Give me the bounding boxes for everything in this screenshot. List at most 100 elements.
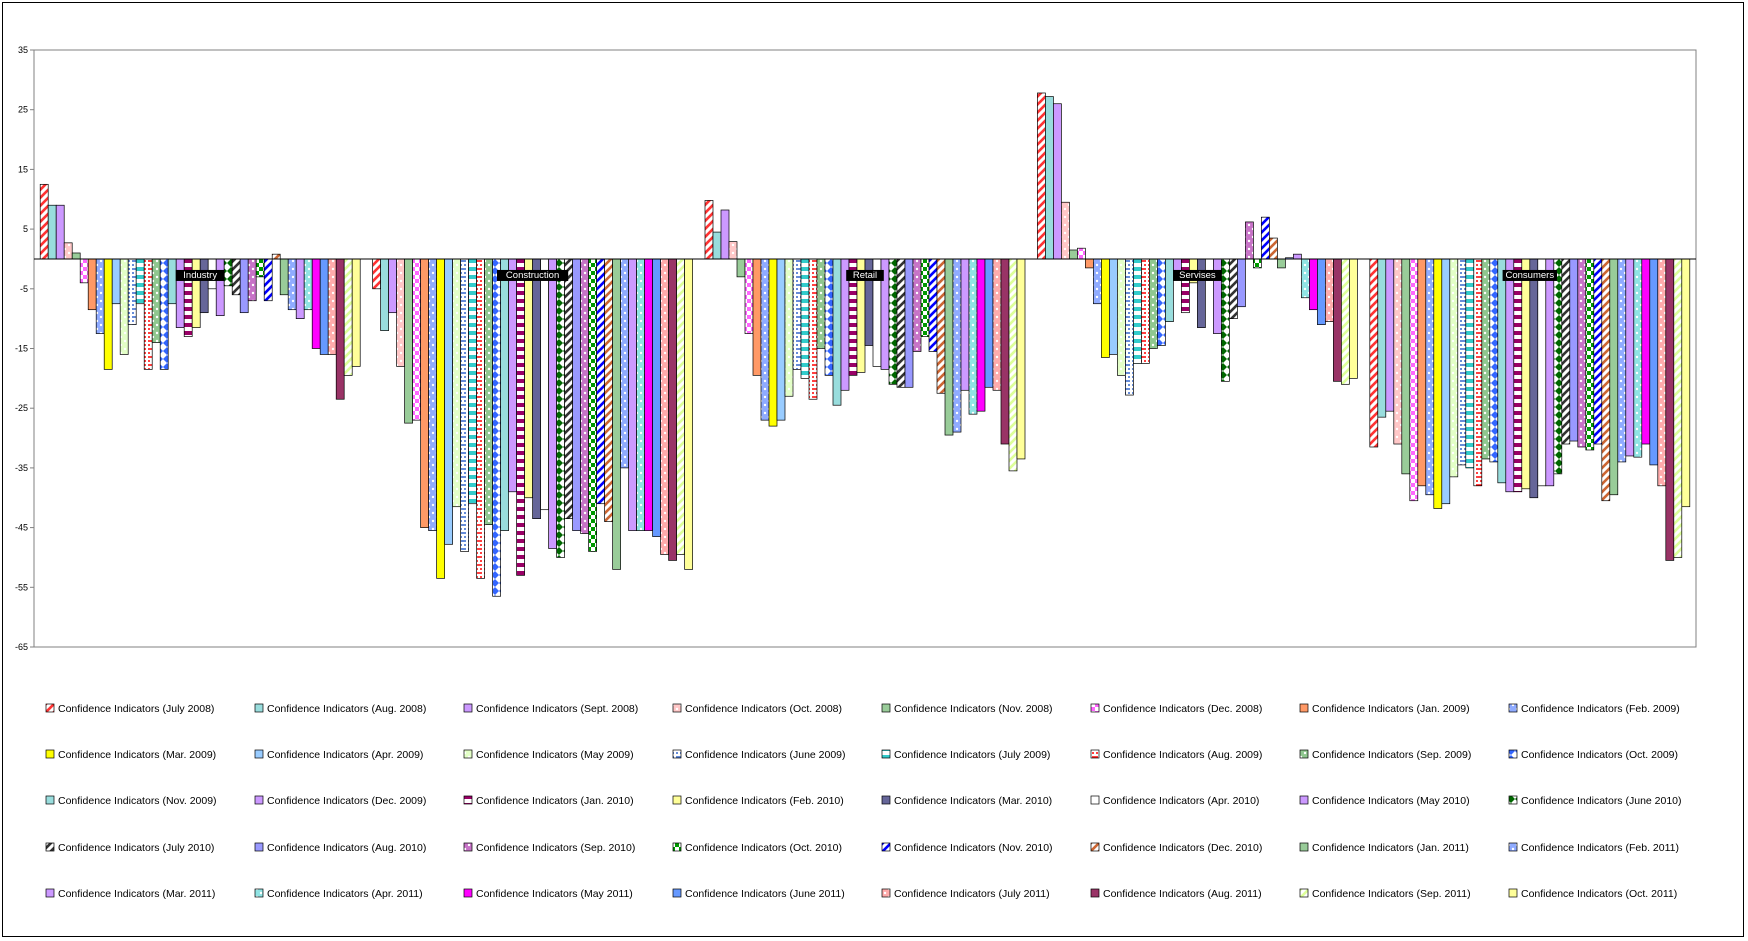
category-label: Industry xyxy=(175,269,225,281)
bar xyxy=(351,258,361,367)
legend-label: Confidence Indicators (July 2010) xyxy=(58,842,214,854)
bar xyxy=(215,258,225,317)
bar xyxy=(63,242,73,260)
legend-label: Confidence Indicators (July 2009) xyxy=(894,749,1050,761)
bar xyxy=(1593,258,1603,445)
bar xyxy=(572,258,581,531)
legend-item: Confidence Indicators (May 2010) xyxy=(1299,795,1470,807)
bar xyxy=(1008,258,1018,472)
legend-swatch xyxy=(1090,703,1100,713)
bar xyxy=(1061,201,1070,260)
bar xyxy=(1473,258,1483,487)
legend-swatch xyxy=(463,703,473,713)
bar xyxy=(548,258,557,549)
bar xyxy=(652,258,661,537)
bar xyxy=(119,258,129,355)
bar xyxy=(151,258,161,343)
bar xyxy=(1433,258,1443,509)
legend-swatch xyxy=(672,703,682,713)
legend-label: Confidence Indicators (Nov. 2010) xyxy=(894,842,1053,854)
legend-item: Confidence Indicators (Oct. 2010) xyxy=(672,842,842,854)
bar xyxy=(1037,92,1046,260)
legend: Confidence Indicators (July 2008) Confide… xyxy=(45,703,1682,900)
bar xyxy=(720,209,730,260)
legend-swatch xyxy=(1090,842,1100,852)
bar xyxy=(95,258,105,334)
bar xyxy=(263,258,273,302)
legend-label: Confidence Indicators (Sep. 2011) xyxy=(1312,888,1471,900)
legend-item: Confidence Indicators (Mar. 2009) xyxy=(45,749,216,761)
legend-swatch xyxy=(1508,888,1518,898)
legend-label: Confidence Indicators (June 2009) xyxy=(685,749,846,761)
y-tick-label: 15 xyxy=(18,164,28,174)
legend-label: Confidence Indicators (June 2010) xyxy=(1521,795,1682,807)
bar xyxy=(1053,103,1062,260)
bar xyxy=(271,253,281,260)
category-label: Construction xyxy=(497,269,569,281)
bar xyxy=(644,258,653,531)
bar xyxy=(87,258,97,311)
bar xyxy=(484,258,493,525)
legend-label: Confidence Indicators (Sep. 2010) xyxy=(476,842,635,854)
legend-swatch xyxy=(881,749,891,759)
bar xyxy=(231,258,241,296)
legend-label: Confidence Indicators (Dec. 2009) xyxy=(267,795,426,807)
bar xyxy=(768,258,778,427)
bar xyxy=(1269,237,1278,260)
bar xyxy=(752,258,762,376)
legend-swatch xyxy=(1508,703,1518,713)
bar xyxy=(1385,258,1395,412)
category-label: Retail xyxy=(846,269,884,281)
legend-swatch xyxy=(45,795,55,805)
legend-item: Confidence Indicators (Aug. 2008) xyxy=(254,703,426,715)
bar xyxy=(532,258,541,519)
category-label: Consumers xyxy=(1502,269,1557,281)
y-tick-label: -65 xyxy=(15,642,28,652)
legend-swatch xyxy=(45,703,55,713)
bar xyxy=(976,258,986,412)
bar xyxy=(1545,258,1555,487)
legend-item: Confidence Indicators (Aug. 2010) xyxy=(254,842,426,854)
legend-label: Confidence Indicators (Feb. 2010) xyxy=(685,795,844,807)
legend-item: Confidence Indicators (June 2010) xyxy=(1508,795,1682,807)
bar xyxy=(776,258,786,421)
legend-item: Confidence Indicators (Dec. 2008) xyxy=(1090,703,1262,715)
bar xyxy=(792,258,802,370)
legend-label: Confidence Indicators (Dec. 2008) xyxy=(1103,703,1262,715)
legend-item: Confidence Indicators (June 2009) xyxy=(672,749,846,761)
y-tick-label: -45 xyxy=(15,523,28,533)
legend-swatch xyxy=(463,842,473,852)
bar xyxy=(1261,216,1270,260)
bar xyxy=(1521,258,1531,490)
legend-item: Confidence Indicators (Nov. 2009) xyxy=(45,795,217,807)
bar xyxy=(1377,258,1387,418)
legend-item: Confidence Indicators (Jan. 2010) xyxy=(463,795,634,807)
bar xyxy=(984,258,994,388)
legend-item: Confidence Indicators (Sep. 2011) xyxy=(1299,888,1471,900)
bar xyxy=(612,258,621,570)
legend-item: Confidence Indicators (May 2009) xyxy=(463,749,634,761)
legend-swatch xyxy=(45,749,55,759)
legend-item: Confidence Indicators (Feb. 2010) xyxy=(672,795,844,807)
bar xyxy=(1349,258,1358,379)
legend-label: Confidence Indicators (Oct. 2011) xyxy=(1521,888,1677,900)
legend-label: Confidence Indicators (Dec. 2010) xyxy=(1103,842,1262,854)
legend-swatch xyxy=(254,842,264,852)
svg-text:Construction: Construction xyxy=(506,270,559,281)
bar xyxy=(1229,258,1238,319)
legend-item: Confidence Indicators (Dec. 2010) xyxy=(1090,842,1262,854)
bar xyxy=(736,258,746,278)
legend-label: Confidence Indicators (Jan. 2011) xyxy=(1312,842,1469,854)
bar xyxy=(824,258,834,376)
bar xyxy=(39,183,49,260)
legend-label: Confidence Indicators (Apr. 2009) xyxy=(267,749,423,761)
legend-swatch xyxy=(463,888,473,898)
legend-item: Confidence Indicators (Aug. 2009) xyxy=(1090,749,1262,761)
bar xyxy=(468,258,477,505)
bar xyxy=(1585,258,1595,451)
bar xyxy=(1649,258,1659,466)
legend-label: Confidence Indicators (Mar. 2009) xyxy=(58,749,216,761)
legend-swatch xyxy=(1090,749,1100,759)
bar xyxy=(564,258,573,519)
legend-item: Confidence Indicators (July 2010) xyxy=(45,842,214,854)
